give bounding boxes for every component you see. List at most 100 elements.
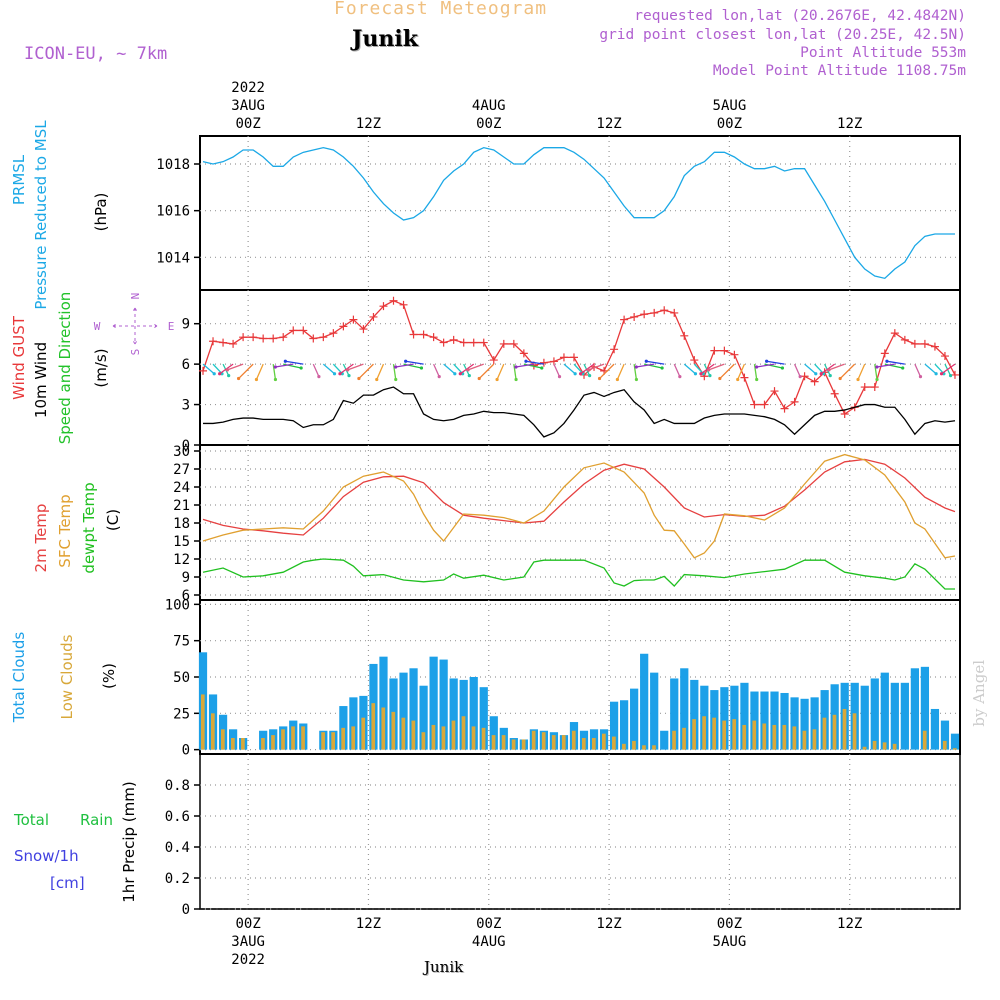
low-cloud-bar (321, 732, 325, 750)
wind-direction-arrow (573, 363, 584, 375)
wind-direction-arrow (238, 363, 254, 379)
low-cloud-bar (351, 726, 356, 750)
low-cloud-bar (491, 735, 496, 750)
time-tick-top: 00Z (476, 116, 501, 132)
y-tick-label: 1014 (156, 250, 190, 266)
low-cloud-bar (752, 720, 757, 750)
wind-direction-arrow (934, 363, 945, 375)
gust-marker (650, 308, 659, 317)
wind-direction-arrow (924, 363, 937, 375)
y-tick-label: 25 (173, 706, 190, 722)
panel-frame (199, 135, 961, 291)
total-cloud-bar (790, 697, 799, 750)
wind-direction-arrow (405, 360, 424, 365)
y-tick-label: 0 (182, 743, 190, 759)
low-cloud-bar (401, 717, 406, 750)
compass-east: E (168, 320, 175, 333)
time-tick-bottom: 00Z (476, 916, 501, 932)
gust-marker (349, 315, 358, 324)
total-cloud-bar (349, 697, 358, 750)
gust-marker (890, 329, 899, 338)
gust-marker (670, 308, 679, 317)
gust-marker (399, 300, 408, 309)
gust-marker (209, 337, 218, 346)
gust-marker (660, 306, 669, 315)
low-cloud-bar (301, 726, 305, 750)
wind-direction-label: Speed and Direction (56, 292, 74, 445)
precip-total-label: Total (13, 811, 49, 829)
total-cloud-bar (439, 659, 448, 750)
time-tick-bottom: 12Z (596, 916, 621, 932)
clouds-units-label: (%) (100, 663, 118, 689)
gust-marker (559, 353, 568, 362)
wind-direction-arrow (588, 363, 605, 371)
y-tick-label: 50 (173, 670, 190, 686)
wind-arrow-head (838, 376, 842, 381)
low-cloud-bar (261, 738, 265, 750)
gust-marker (469, 338, 478, 347)
wind-arrow-head (718, 376, 722, 381)
low-cloud-bar (561, 735, 566, 750)
total-cloud-bar (620, 700, 629, 750)
wind-direction-arrow (693, 363, 704, 375)
wind-direction-arrow (272, 364, 277, 380)
wind-direction-arrow (478, 363, 495, 379)
wind-direction-arrow (433, 363, 440, 377)
wind-arrow-head (901, 366, 905, 370)
wind-direction-arrow (275, 363, 294, 368)
wind-arrow-head (477, 376, 481, 381)
wind-arrow-head (212, 372, 216, 376)
low-cloud-bar (221, 729, 225, 750)
gust-marker (369, 312, 378, 321)
wind-direction-arrow (255, 363, 264, 380)
time-tick-top: 00Z (717, 116, 742, 132)
wind-arrow-head (754, 365, 759, 369)
gust-marker (780, 404, 789, 413)
wind-units-label: (m/s) (92, 348, 110, 387)
wind-direction-arrow (395, 363, 414, 368)
gust-marker (900, 335, 909, 344)
low-cloud-bar (471, 726, 476, 750)
total-cloud-bar (760, 691, 769, 750)
gust-marker (329, 329, 338, 338)
gust-marker (800, 372, 809, 381)
low-cloud-bar (421, 732, 426, 750)
total-cloud-bar (479, 687, 488, 750)
wind-arrow-head (299, 366, 303, 370)
gust-marker (790, 397, 799, 406)
y-tick-label: 6 (182, 588, 190, 604)
model-altitude: Model Point Altitude 1108.75m (712, 63, 966, 79)
gust-marker (299, 326, 308, 335)
wind-direction-arrow (513, 364, 517, 380)
low-clouds-label: Low Clouds (58, 634, 76, 719)
gust-marker (449, 335, 458, 344)
total-cloud-bar (469, 677, 478, 750)
gust-marker (389, 296, 398, 305)
wind-arrow-head (394, 377, 398, 382)
low-cloud-bar (501, 735, 506, 750)
total-cloud-bar (870, 678, 879, 750)
low-cloud-bar (802, 730, 807, 750)
gust-marker (499, 339, 508, 348)
gust-marker (359, 325, 368, 334)
grid-coords: grid point closest lon,lat (20.25E, 42.5… (599, 27, 966, 43)
wind-arrow-head (948, 374, 953, 378)
gust-marker (489, 356, 498, 365)
total-cloud-bar (660, 730, 669, 750)
wind-arrow-head (273, 365, 277, 369)
low-cloud-bar (892, 743, 897, 750)
wind-direction-arrow (496, 363, 505, 380)
total-cloud-bar (910, 668, 919, 750)
time-tick-top: 12Z (356, 116, 381, 132)
low-cloud-bar (602, 733, 606, 750)
wind-arrow-head (780, 366, 785, 370)
wind-direction-arrow (322, 363, 335, 375)
wind-direction-arrow (683, 363, 696, 375)
pressure-line (202, 146, 955, 280)
wind-direction-arrow (673, 363, 681, 377)
low-cloud-bar (652, 745, 656, 750)
wind-direction-arrow (636, 363, 655, 368)
gust-marker (539, 358, 548, 367)
temp-2m-line (202, 458, 956, 536)
wind-arrow-head (856, 377, 860, 382)
